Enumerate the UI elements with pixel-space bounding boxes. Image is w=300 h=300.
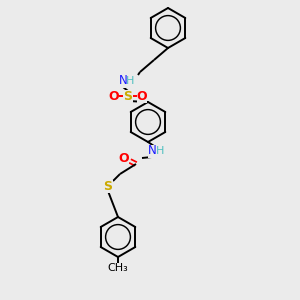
Text: S: S: [124, 89, 133, 103]
Text: O: O: [119, 152, 129, 164]
Text: O: O: [109, 89, 119, 103]
Text: N: N: [148, 145, 156, 158]
Text: O: O: [137, 89, 147, 103]
Text: H: H: [126, 76, 134, 86]
Text: H: H: [156, 146, 164, 156]
Text: CH₃: CH₃: [108, 263, 128, 273]
Text: N: N: [118, 74, 127, 88]
Text: S: S: [103, 179, 112, 193]
